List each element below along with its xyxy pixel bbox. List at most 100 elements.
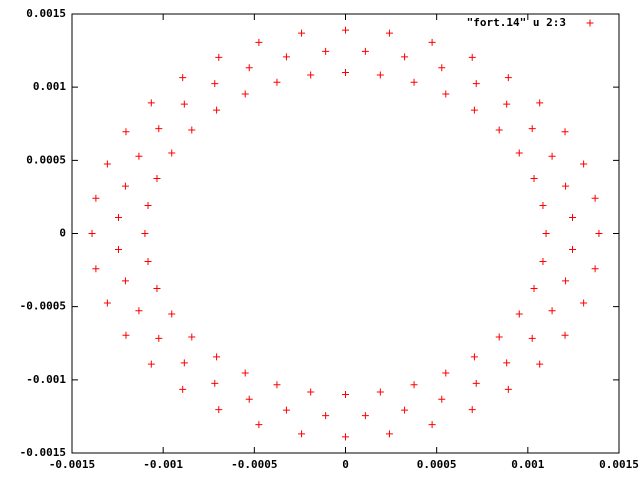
point [155,334,163,342]
point [528,334,536,342]
point [504,385,512,393]
plot-frame [71,13,620,454]
legend-label: "fort.14" u 2:3 [467,16,566,29]
point [282,53,290,61]
point [307,388,315,396]
point [495,333,503,341]
point [168,149,176,157]
point [361,412,369,420]
point [273,381,281,389]
point [188,333,196,341]
point [515,149,523,157]
point [298,430,306,438]
point [548,152,556,160]
point [322,47,330,55]
point [121,182,129,190]
legend-marker [586,19,594,27]
point [155,125,163,133]
point [385,29,393,37]
y-tick-label: 0.0005 [26,153,66,166]
point [470,353,478,361]
point [428,421,436,429]
point [472,379,480,387]
y-tick-label: 0.001 [33,80,66,93]
x-tick-label: 0.0015 [599,458,639,471]
point [114,214,122,222]
point [213,106,221,114]
point [298,29,306,37]
point [470,106,478,114]
point [503,359,511,367]
point [569,245,577,253]
point [122,331,130,339]
point [591,194,599,202]
point [245,64,253,72]
point [245,395,253,403]
point [188,126,196,134]
point [428,38,436,46]
point [121,277,129,285]
point [342,69,349,77]
point [376,71,384,79]
point [282,406,290,414]
point [215,406,223,414]
point [92,265,100,273]
y-tick-label: -0.001 [26,373,66,386]
point [442,90,450,98]
point [536,99,544,107]
point [539,202,547,210]
point [147,99,155,107]
point [342,390,349,398]
point [215,53,223,61]
point [503,100,511,108]
y-tick-label: 0 [59,227,66,240]
y-tick-label: 0.0015 [26,7,66,20]
point [153,285,161,293]
point [401,53,409,61]
point [410,78,418,86]
point [213,353,221,361]
x-tick-label: -0.001 [143,458,183,471]
point [135,152,143,160]
point [141,230,149,237]
point [255,38,263,46]
x-tick-label: 0.0005 [417,458,457,471]
point [342,433,349,441]
point [88,230,96,237]
point [580,299,588,307]
point [591,265,599,273]
point [103,299,111,307]
point [211,80,219,88]
point [147,360,155,368]
point [528,125,536,133]
y-tick-label: -0.0015 [20,446,66,459]
point [562,277,570,285]
point [211,379,219,387]
y-tick-label: -0.0005 [20,300,66,313]
point [307,71,315,79]
x-tick-label: -0.0005 [231,458,277,471]
point [168,310,176,318]
point [114,245,122,253]
point [515,310,523,318]
point [438,395,446,403]
point [495,126,503,134]
point [180,100,188,108]
point [539,257,547,265]
point [361,47,369,55]
point [562,182,570,190]
point [241,369,249,377]
point [179,385,187,393]
point [542,230,550,237]
point [472,80,480,88]
point [438,64,446,72]
point [376,388,384,396]
point [580,160,588,168]
point [401,406,409,414]
point [103,160,111,168]
point [180,359,188,367]
point [273,78,281,86]
point [255,421,263,429]
x-tick-label: 0.001 [511,458,544,471]
